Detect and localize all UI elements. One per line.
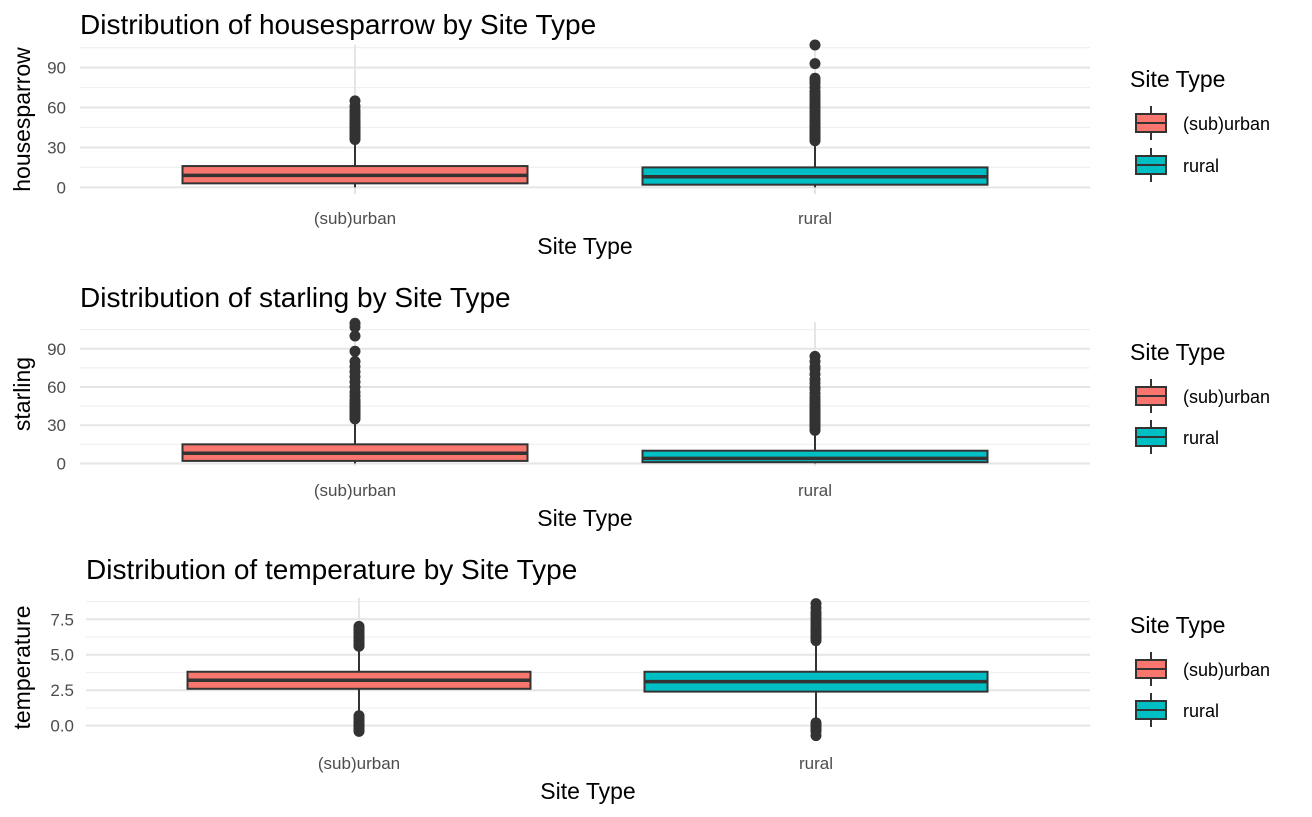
legend-key-rural: [1135, 148, 1167, 182]
outlier-point: [809, 350, 821, 362]
y-tick-label: 30: [47, 416, 66, 435]
legend-label: rural: [1183, 701, 1219, 721]
chart-title: Distribution of temperature by Site Type: [86, 554, 577, 585]
legend: Site Type (sub)urban rural: [1130, 612, 1270, 727]
y-axis-title: housesparrow: [9, 47, 35, 192]
y-tick-label: 0.0: [50, 717, 74, 736]
legend-label: (sub)urban: [1183, 114, 1270, 134]
box-rural: [641, 350, 989, 464]
y-tick-label: 30: [47, 138, 66, 157]
outlier-point: [349, 345, 361, 357]
legend-title: Site Type: [1130, 66, 1225, 92]
chart-title: Distribution of housesparrow by Site Typ…: [80, 9, 596, 40]
legend-label: (sub)urban: [1183, 387, 1270, 407]
box-suburban: [186, 620, 532, 737]
legend-key-rural: [1135, 693, 1167, 727]
legend: Site Type (sub)urban rural: [1130, 66, 1270, 182]
box-rural: [643, 598, 989, 742]
box-suburban: [181, 317, 529, 464]
outlier-point: [353, 620, 365, 632]
y-axis-title: starling: [9, 357, 35, 431]
outlier-point: [353, 710, 365, 722]
y-axis-title: temperature: [9, 605, 35, 729]
x-tick-label: (sub)urban: [314, 481, 396, 500]
outlier-point: [349, 330, 361, 342]
outlier-point: [810, 717, 822, 729]
legend-key-suburban: [1135, 106, 1167, 140]
x-axis-title: Site Type: [540, 778, 635, 804]
x-axis-title: Site Type: [537, 233, 632, 259]
x-tick-label: (sub)urban: [314, 209, 396, 228]
chart-panel-2: 0 30 60 90 (sub)urban rural Distribution of st…: [9, 282, 1270, 531]
iqr-box: [641, 449, 989, 464]
outlier-point: [809, 39, 821, 51]
x-tick-label: rural: [798, 209, 832, 228]
outlier-point: [809, 58, 821, 70]
box-rural: [641, 39, 989, 188]
y-tick-label: 5.0: [50, 646, 74, 665]
chart-panel-3: 0.0 2.5 5.0 7.5 (sub)urban rural Distribution …: [9, 554, 1270, 804]
y-tick-label: 2.5: [50, 681, 74, 700]
chart-title: Distribution of starling by Site Type: [80, 282, 511, 313]
legend-label: rural: [1183, 428, 1219, 448]
x-tick-label: (sub)urban: [318, 754, 400, 773]
x-axis-title: Site Type: [537, 505, 632, 531]
y-tick-label: 60: [47, 99, 66, 118]
outlier-point: [349, 95, 361, 107]
x-tick-label: rural: [799, 754, 833, 773]
legend-title: Site Type: [1130, 339, 1225, 365]
chart-panel-1: 0 30 60 90 (sub)urban rural Distribution of ho…: [9, 9, 1270, 259]
legend: Site Type (sub)urban rural: [1130, 339, 1270, 454]
y-tick-label: 0: [57, 454, 66, 473]
y-tick-label: 90: [47, 59, 66, 78]
outlier-point: [809, 72, 821, 84]
legend-title: Site Type: [1130, 612, 1225, 638]
y-tick-label: 90: [47, 340, 66, 359]
box-suburban: [181, 95, 529, 188]
y-tick-label: 0: [57, 178, 66, 197]
legend-key-suburban: [1135, 652, 1167, 686]
legend-label: rural: [1183, 156, 1219, 176]
legend-key-rural: [1135, 420, 1167, 454]
y-tick-label: 7.5: [50, 610, 74, 629]
y-tick-label: 60: [47, 378, 66, 397]
legend-key-suburban: [1135, 379, 1167, 413]
x-tick-label: rural: [798, 481, 832, 500]
outlier-point: [349, 356, 361, 368]
legend-label: (sub)urban: [1183, 660, 1270, 680]
outlier-point: [810, 598, 822, 610]
outlier-point: [349, 317, 361, 329]
